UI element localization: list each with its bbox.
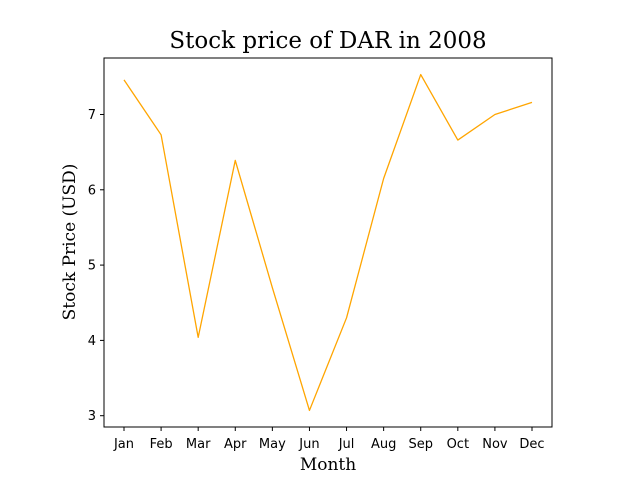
x-axis-label: Month [300, 455, 356, 475]
y-tick-label: 3 [88, 409, 96, 424]
x-tick-label: Apr [224, 437, 247, 452]
x-tick-label: Jul [338, 437, 355, 452]
y-tick-label: 5 [88, 259, 96, 274]
series-layer [124, 75, 532, 411]
x-tick-label: Feb [150, 437, 173, 452]
plot-frame [104, 58, 552, 427]
x-tick-label: Mar [186, 437, 211, 452]
y-axis: 3 4 5 6 7 [88, 108, 104, 424]
x-tick-label: Oct [447, 437, 469, 452]
x-tick-label: Aug [371, 437, 396, 452]
series-line [124, 75, 532, 411]
x-tick-label: Nov [482, 437, 508, 452]
x-tick-label: Jan [113, 437, 134, 452]
y-tick-label: 4 [88, 334, 96, 349]
x-tick-label: Dec [519, 437, 544, 452]
x-tick-label: Sep [408, 437, 433, 452]
x-tick-label: Jun [298, 437, 319, 452]
x-axis: Jan Feb Mar Apr May Jun Jul Aug Sep Oct Nov Dec [113, 427, 545, 452]
y-tick-label: 7 [88, 108, 96, 123]
y-axis-label: Stock Price (USD) [60, 164, 80, 321]
chart-title: Stock price of DAR in 2008 [169, 28, 486, 54]
x-tick-label: May [259, 437, 286, 452]
y-tick-label: 6 [88, 183, 96, 198]
